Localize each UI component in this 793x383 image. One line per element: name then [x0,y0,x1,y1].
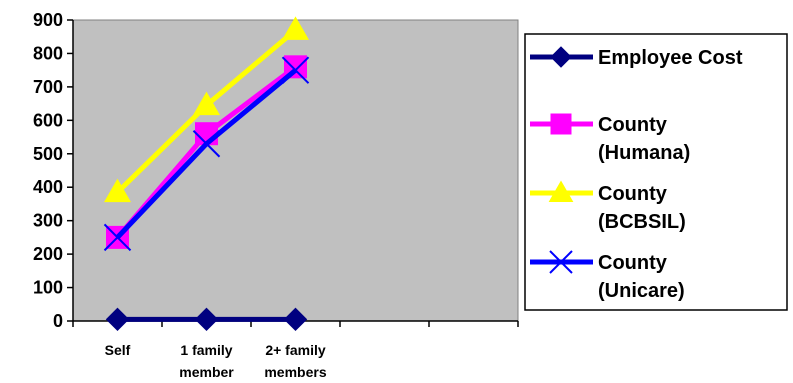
y-tick-label: 400 [33,177,63,197]
legend-item: Employee Cost [530,46,743,69]
y-tick-label: 500 [33,144,63,164]
legend-label: County (Unicare) [598,252,685,302]
data-point [281,56,310,84]
series-2 [103,16,310,203]
legend-swatch-marker [548,180,574,202]
data-point [103,223,132,252]
data-point [192,130,221,158]
x-tick-label: 2+ family members [264,342,326,380]
y-tick-label: 200 [33,244,63,264]
y-tick-label: 700 [33,77,63,97]
y-tick-label: 600 [33,110,63,130]
y-tick-label: 300 [33,211,63,231]
legend-label: County (BCBSIL) [598,183,686,233]
series-layer [103,16,310,332]
x-tick-label: Self [105,342,131,358]
data-point [281,16,310,40]
data-point [103,178,132,203]
y-tick-label: 0 [53,311,63,331]
y-axis-ticks: 0 100 200 300 400 500 600 700 800 900 [33,10,73,331]
y-tick-label: 800 [33,43,63,63]
y-tick-label: 900 [33,10,63,30]
series-0 [105,307,308,332]
x-tick-label: 1 family member [179,342,234,380]
data-point [194,307,219,332]
data-point [192,91,221,116]
legend-swatch-marker [550,113,572,135]
legend-label: County (Humana) [598,114,690,164]
legend: Employee Cost County (Humana) County (BCBSIL… [524,33,788,311]
legend-label: Employee Cost [598,47,743,69]
legend-item: County (BCBSIL) [530,180,686,233]
data-point [105,307,130,332]
legend-item: County (Humana) [530,113,690,164]
legend-swatch-marker [550,46,572,68]
series-3 [103,56,310,252]
legend-swatch-marker [549,250,573,274]
x-axis-ticks: Self 1 family member 2+ family members [72,321,519,380]
legend-item: County (Unicare) [530,250,685,302]
data-point [283,307,308,332]
y-tick-label: 100 [33,278,63,298]
